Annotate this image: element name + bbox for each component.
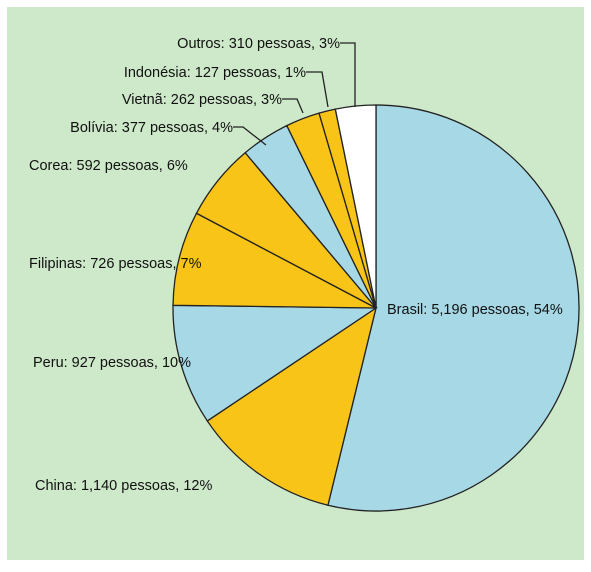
pie-slice-peru [172, 304, 379, 422]
slice-label-corea: Corea: 592 pessoas, 6% [29, 158, 188, 174]
slice-label-outros: Outros: 310 pessoas, 3% [177, 36, 340, 52]
leader-lines [233, 42, 356, 146]
pie-slice-filipinas [172, 212, 377, 309]
slice-label-bolivia: Bolívia: 377 pessoas, 4% [70, 120, 233, 136]
pie-slices [172, 104, 580, 512]
slice-label-indonesia: Indonésia: 127 pessoas, 1% [124, 65, 306, 81]
slice-label-brasil: Brasil: 5,196 pessoas, 54% [387, 302, 563, 318]
leader-line-vietna [282, 98, 304, 114]
leader-line-bolivia [233, 126, 267, 146]
slice-label-china: China: 1,140 pessoas, 12% [35, 478, 212, 494]
slice-labels: Brasil: 5,196 pessoas, 54% China: 1,140 p… [29, 36, 563, 494]
pie-slice-brasil [327, 104, 580, 512]
leader-line-outros [340, 42, 356, 107]
slice-label-filipinas: Filipinas: 726 pessoas, 7% [29, 256, 202, 272]
leader-line-indonesia [306, 71, 329, 108]
slice-label-peru: Peru: 927 pessoas, 10% [33, 355, 191, 371]
slice-label-vietna: Vietnã: 262 pessoas, 3% [122, 92, 282, 108]
pie-slice-china [206, 306, 378, 507]
